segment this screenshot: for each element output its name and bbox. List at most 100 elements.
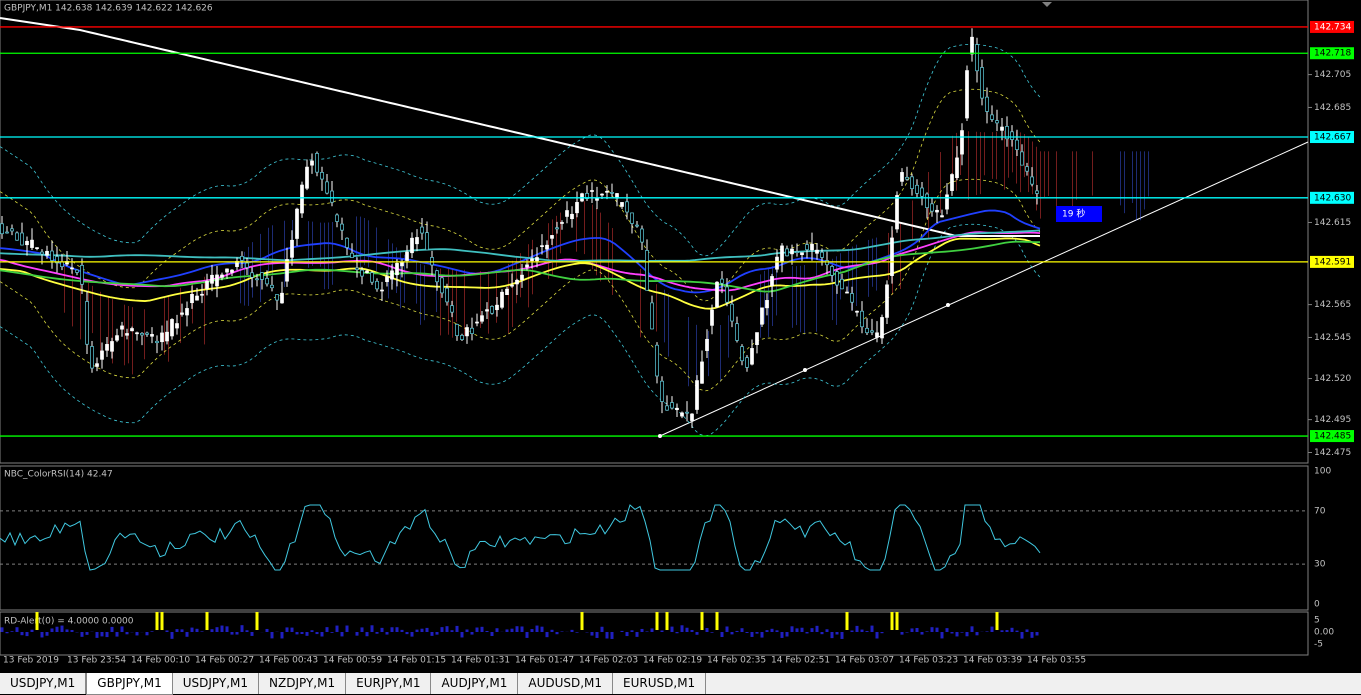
candle [911, 177, 914, 189]
candle [541, 246, 544, 247]
cloud [360, 217, 361, 272]
candle [506, 289, 509, 294]
alert-bar [146, 632, 149, 635]
candle [11, 229, 14, 231]
alert-bar [281, 632, 284, 638]
cloud [996, 132, 997, 180]
cloud [108, 297, 109, 351]
candle [266, 278, 269, 284]
alert-bar [441, 627, 444, 632]
alert-bar [416, 630, 419, 632]
candle [396, 263, 399, 274]
candle [331, 191, 334, 202]
candle [496, 305, 499, 309]
candle [81, 265, 84, 284]
alert-bar [546, 632, 549, 637]
anchor [658, 434, 662, 438]
candle [136, 333, 139, 334]
cloud [144, 309, 145, 359]
alert-bar [911, 628, 914, 632]
candle [371, 273, 374, 282]
alert-bar [346, 626, 349, 632]
alert-bar [516, 626, 519, 632]
alert-bar [861, 630, 864, 632]
symbol-tab[interactable]: GBPJPY,M1 [86, 673, 172, 695]
rsi-tick-label: 100 [1314, 467, 1331, 477]
symbol-tab[interactable]: EURJPY,M1 [346, 673, 431, 694]
cloud [284, 221, 285, 287]
candle [196, 296, 199, 300]
candle [356, 268, 359, 270]
alert-bar [721, 632, 724, 637]
candle [936, 210, 939, 212]
candle [271, 285, 274, 287]
rsi-tick-label: 70 [1314, 506, 1326, 516]
candle [876, 333, 879, 337]
alert-bar [236, 632, 239, 635]
candle [131, 329, 134, 331]
symbol-tab[interactable]: USDJPY,M1 [173, 673, 259, 694]
cloud [992, 132, 993, 179]
cloud [912, 200, 913, 240]
cloud [980, 132, 981, 194]
candle [451, 306, 454, 312]
rsi-line [0, 505, 1040, 570]
cloud [976, 132, 977, 195]
alert-bar [51, 628, 54, 632]
symbol-tab[interactable]: EURUSD,M1 [613, 673, 706, 694]
symbol-tab[interactable]: NZDJPY,M1 [259, 673, 346, 694]
alert-bar [761, 632, 764, 638]
alert-bar [901, 632, 904, 635]
candle [286, 259, 289, 281]
cloud [600, 213, 601, 282]
alert-bar [401, 630, 404, 632]
cloud [168, 295, 169, 361]
candle [831, 266, 834, 275]
alert-bar [931, 627, 934, 632]
alert-bar [61, 626, 64, 632]
alert-bar [81, 632, 84, 637]
cloud [1004, 131, 1005, 190]
cloud [1148, 151, 1149, 196]
candle [91, 346, 94, 368]
candle [521, 275, 524, 279]
symbol-tab[interactable]: AUDUSD,M1 [518, 673, 613, 694]
alert-bar [801, 628, 804, 632]
alert-bar [731, 632, 734, 634]
symbol-tab[interactable]: AUDJPY,M1 [431, 673, 518, 694]
countdown: 19 秒 [1062, 208, 1085, 220]
alert-bar [186, 632, 189, 637]
symbol-tab[interactable]: USDJPY,M1 [0, 673, 86, 694]
time-label: 14 Feb 00:43 [259, 656, 318, 666]
candle [716, 282, 719, 307]
candle [786, 249, 789, 256]
candle [261, 273, 264, 280]
alert-bar [1016, 631, 1019, 632]
candle [36, 248, 39, 249]
time-label: 14 Feb 03:23 [899, 656, 958, 666]
candle [401, 262, 404, 266]
rsi-title: NBC_ColorRSI(14) 42.47 [4, 470, 113, 480]
candle [16, 233, 19, 240]
candle [291, 240, 294, 257]
alert-bar [866, 631, 869, 632]
alert-bar [1011, 628, 1014, 632]
alert-bar [1026, 629, 1029, 632]
alert-bar [21, 632, 24, 635]
alert-bar [216, 627, 219, 632]
candle [571, 214, 574, 218]
alert-bar [71, 630, 74, 632]
cloud [364, 218, 365, 265]
alert-bar [896, 612, 899, 630]
candle [546, 245, 549, 249]
candle [486, 310, 489, 311]
cloud [800, 266, 801, 333]
candle [661, 381, 664, 401]
candle [756, 333, 759, 345]
candle [211, 275, 214, 283]
alert-bar [661, 631, 664, 632]
cloud [1132, 151, 1133, 203]
candle [406, 252, 409, 261]
cloud [764, 271, 765, 324]
cloud [584, 201, 585, 254]
